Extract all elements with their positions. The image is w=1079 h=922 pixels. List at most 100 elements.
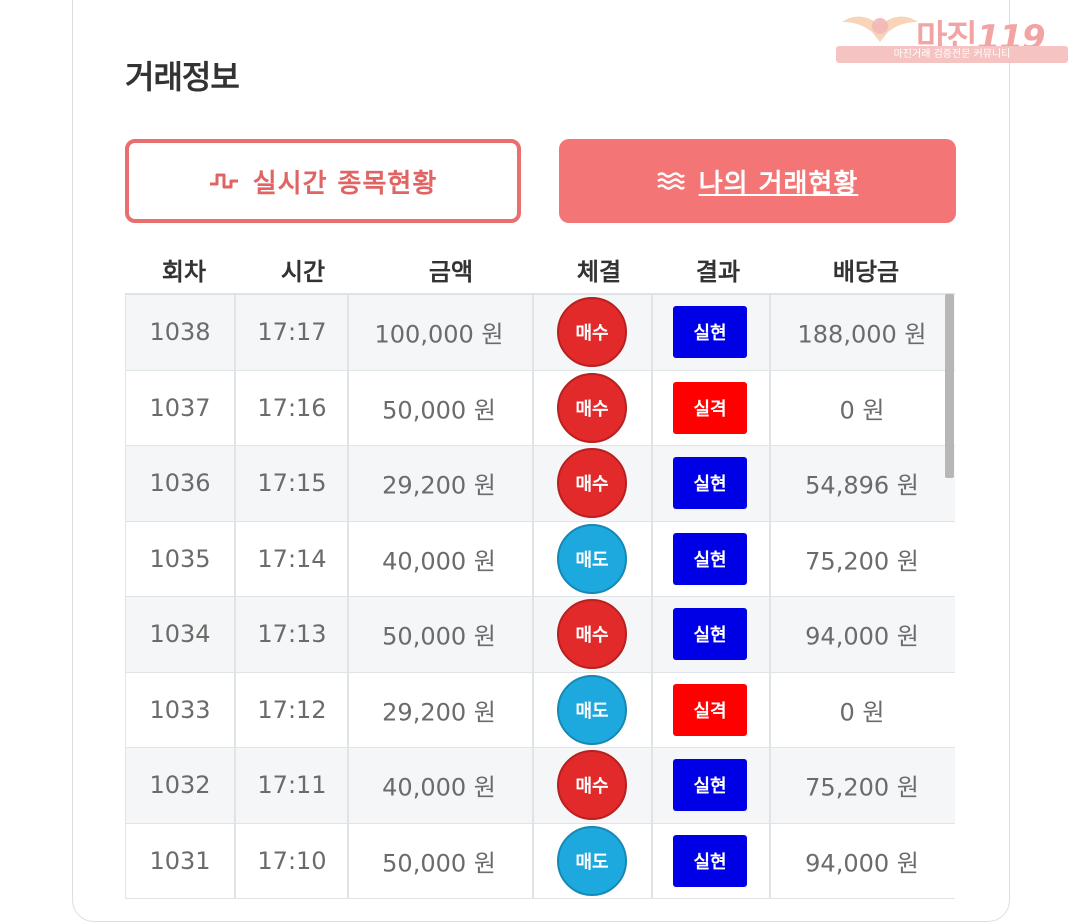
cell-round: 1038 bbox=[149, 318, 211, 347]
cell-time: 17:16 bbox=[257, 393, 327, 422]
trade-badge: 매수 bbox=[557, 750, 627, 821]
header-round: 회차 bbox=[161, 258, 207, 286]
column-divider bbox=[532, 521, 534, 596]
column-divider bbox=[769, 823, 771, 898]
column-divider bbox=[651, 295, 653, 370]
column-divider bbox=[347, 748, 349, 823]
cell-round: 1031 bbox=[149, 846, 211, 875]
trade-history-table: 1038 17:17 100,000 원 매수 실현 188,000 원 1037 17:16… bbox=[125, 293, 955, 899]
trade-badge: 매수 bbox=[557, 372, 627, 443]
table-row: 1038 17:17 100,000 원 매수 실현 188,000 원 bbox=[125, 295, 955, 371]
column-divider bbox=[769, 597, 771, 672]
watermark-subtitle: 마진거래 검증전문 커뮤니티 bbox=[836, 46, 1068, 63]
cell-payout: 0 원 bbox=[839, 698, 885, 727]
column-divider bbox=[347, 370, 349, 445]
column-divider bbox=[769, 672, 771, 747]
column-divider bbox=[347, 823, 349, 898]
column-divider bbox=[651, 748, 653, 823]
table-row: 1035 17:14 40,000 원 매도 실현 75,200 원 bbox=[125, 521, 955, 597]
header-payout: 배당금 bbox=[832, 258, 900, 286]
cell-amount: 40,000 원 bbox=[382, 547, 496, 576]
column-divider bbox=[234, 370, 236, 445]
eagle-emblem-icon bbox=[840, 8, 920, 50]
page-title: 거래정보 bbox=[125, 58, 240, 96]
my-trade-status-button[interactable]: 나의 거래현황 bbox=[559, 139, 956, 223]
cell-amount: 50,000 원 bbox=[382, 849, 496, 878]
cell-amount: 100,000 원 bbox=[374, 320, 504, 349]
trade-badge: 매수 bbox=[557, 297, 627, 368]
cell-time: 17:17 bbox=[257, 318, 327, 347]
result-badge: 실격 bbox=[673, 683, 747, 736]
my-trade-status-label: 나의 거래현황 bbox=[698, 168, 859, 199]
column-divider bbox=[347, 446, 349, 521]
column-divider bbox=[532, 672, 534, 747]
result-badge: 실현 bbox=[673, 306, 747, 359]
column-divider bbox=[651, 597, 653, 672]
column-divider bbox=[769, 370, 771, 445]
cell-amount: 40,000 원 bbox=[382, 773, 496, 802]
trade-badge: 매수 bbox=[557, 448, 627, 519]
waves-icon bbox=[656, 171, 685, 191]
result-badge: 실현 bbox=[673, 834, 747, 887]
cell-round: 1033 bbox=[149, 695, 211, 724]
result-badge: 실격 bbox=[673, 381, 747, 434]
cell-round: 1034 bbox=[149, 620, 211, 649]
header-result: 결과 bbox=[695, 258, 741, 286]
site-watermark: 마진119 마진거래 검증전문 커뮤니티 bbox=[836, 8, 1070, 64]
column-divider bbox=[769, 748, 771, 823]
cell-amount: 50,000 원 bbox=[382, 396, 496, 425]
result-badge: 실현 bbox=[673, 608, 747, 661]
result-badge: 실현 bbox=[673, 457, 747, 510]
realtime-status-label: 실시간 종목현황 bbox=[252, 168, 438, 199]
pulse-icon bbox=[209, 170, 239, 192]
header-trade: 체결 bbox=[576, 258, 622, 286]
column-divider bbox=[347, 597, 349, 672]
column-divider bbox=[651, 446, 653, 521]
column-divider bbox=[347, 672, 349, 747]
cell-payout: 94,000 원 bbox=[805, 849, 919, 878]
column-divider bbox=[234, 748, 236, 823]
table-row: 1034 17:13 50,000 원 매수 실현 94,000 원 bbox=[125, 597, 955, 673]
cell-time: 17:11 bbox=[257, 771, 327, 800]
table-row: 1031 17:10 50,000 원 매도 실현 94,000 원 bbox=[125, 823, 955, 899]
column-divider bbox=[651, 672, 653, 747]
column-divider bbox=[651, 370, 653, 445]
table-row: 1032 17:11 40,000 원 매수 실현 75,200 원 bbox=[125, 748, 955, 824]
table-row: 1033 17:12 29,200 원 매도 실격 0 원 bbox=[125, 672, 955, 748]
realtime-status-button[interactable]: 실시간 종목현황 bbox=[125, 139, 521, 223]
column-divider bbox=[347, 295, 349, 370]
column-divider bbox=[532, 446, 534, 521]
cell-amount: 29,200 원 bbox=[382, 471, 496, 500]
cell-round: 1036 bbox=[149, 469, 211, 498]
result-badge: 실현 bbox=[673, 759, 747, 812]
column-divider bbox=[234, 446, 236, 521]
cell-round: 1032 bbox=[149, 771, 211, 800]
cell-round: 1035 bbox=[149, 544, 211, 573]
column-divider bbox=[347, 521, 349, 596]
table-scrollbar[interactable] bbox=[945, 294, 954, 478]
column-divider bbox=[532, 370, 534, 445]
cell-amount: 50,000 원 bbox=[382, 622, 496, 651]
column-divider bbox=[651, 521, 653, 596]
trade-badge: 매수 bbox=[557, 599, 627, 670]
cell-round: 1037 bbox=[149, 393, 211, 422]
cell-payout: 75,200 원 bbox=[805, 547, 919, 576]
trade-badge: 매도 bbox=[557, 674, 627, 745]
cell-time: 17:14 bbox=[257, 544, 327, 573]
table-header: 회차 시간 금액 체결 결과 배당금 bbox=[125, 252, 955, 292]
cell-payout: 94,000 원 bbox=[805, 622, 919, 651]
header-time: 시간 bbox=[280, 258, 326, 286]
cell-time: 17:12 bbox=[257, 695, 327, 724]
column-divider bbox=[532, 823, 534, 898]
header-amount: 금액 bbox=[428, 258, 474, 286]
column-divider bbox=[234, 597, 236, 672]
cell-payout: 188,000 원 bbox=[797, 320, 927, 349]
cell-time: 17:13 bbox=[257, 620, 327, 649]
column-divider bbox=[532, 597, 534, 672]
column-divider bbox=[769, 446, 771, 521]
cell-time: 17:15 bbox=[257, 469, 327, 498]
column-divider bbox=[234, 521, 236, 596]
column-divider bbox=[234, 295, 236, 370]
cell-payout: 75,200 원 bbox=[805, 773, 919, 802]
table-row: 1036 17:15 29,200 원 매수 실현 54,896 원 bbox=[125, 446, 955, 522]
